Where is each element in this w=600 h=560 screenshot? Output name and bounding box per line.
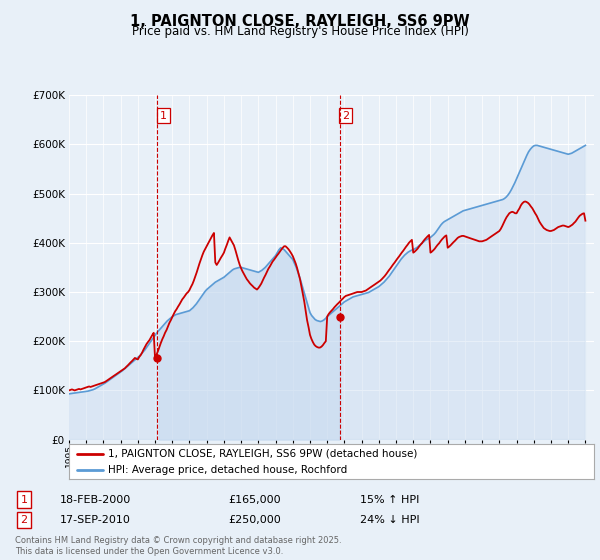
Text: 1: 1 [160, 111, 167, 121]
Text: 2: 2 [342, 111, 349, 121]
Text: £165,000: £165,000 [228, 494, 281, 505]
Text: 1: 1 [20, 494, 28, 505]
Text: 1, PAIGNTON CLOSE, RAYLEIGH, SS6 9PW: 1, PAIGNTON CLOSE, RAYLEIGH, SS6 9PW [130, 14, 470, 29]
Text: 15% ↑ HPI: 15% ↑ HPI [360, 494, 419, 505]
Text: 1, PAIGNTON CLOSE, RAYLEIGH, SS6 9PW (detached house): 1, PAIGNTON CLOSE, RAYLEIGH, SS6 9PW (de… [109, 449, 418, 459]
Text: 17-SEP-2010: 17-SEP-2010 [60, 515, 131, 525]
Text: 24% ↓ HPI: 24% ↓ HPI [360, 515, 419, 525]
Text: £250,000: £250,000 [228, 515, 281, 525]
Text: Price paid vs. HM Land Registry's House Price Index (HPI): Price paid vs. HM Land Registry's House … [131, 25, 469, 38]
Text: 2: 2 [20, 515, 28, 525]
Text: Contains HM Land Registry data © Crown copyright and database right 2025.
This d: Contains HM Land Registry data © Crown c… [15, 536, 341, 556]
Text: 18-FEB-2000: 18-FEB-2000 [60, 494, 131, 505]
Text: HPI: Average price, detached house, Rochford: HPI: Average price, detached house, Roch… [109, 465, 347, 475]
